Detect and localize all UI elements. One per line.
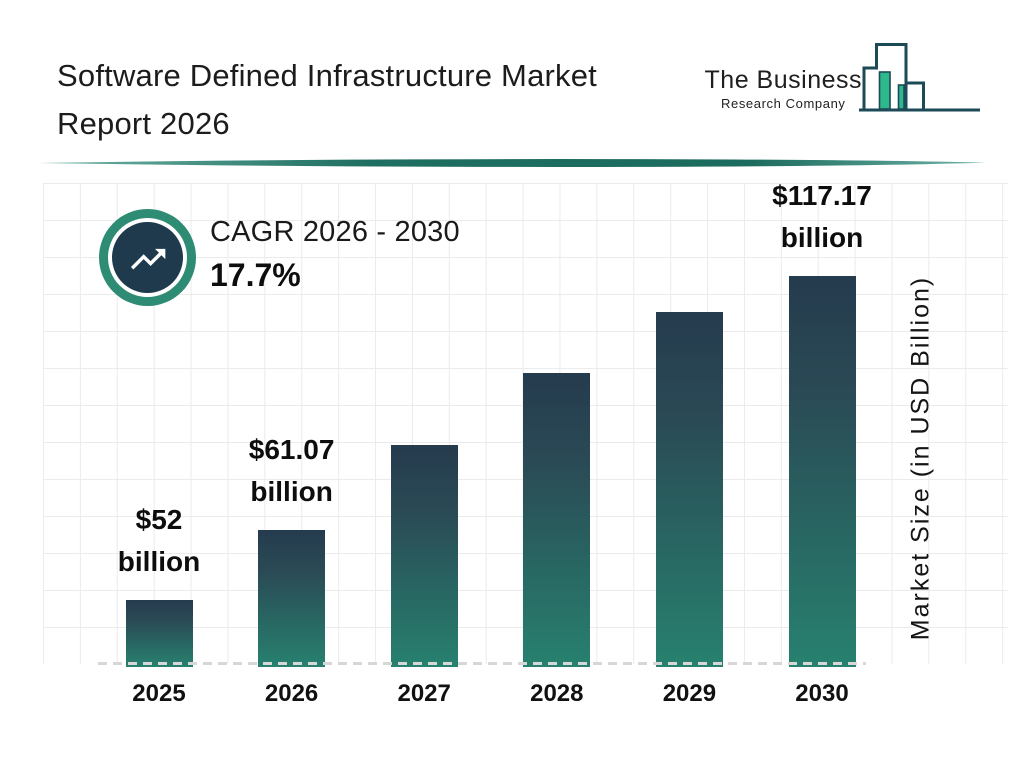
cagr-value: 17.7% <box>210 257 301 293</box>
cagr-badge-inner <box>112 222 183 293</box>
plot-area: $52 billion 2025 $61.07 billion 2026 2027 2028 2… <box>43 180 1008 707</box>
x-tick-2025: 2025 <box>132 680 186 707</box>
y-axis-label: Market Size (in USD Billion) <box>906 275 935 641</box>
bar-value-unit: billion <box>250 476 333 507</box>
trending-up-icon <box>130 248 165 269</box>
x-tick-2030: 2030 <box>795 680 849 707</box>
bar-value-amount: $61.07 <box>248 434 335 465</box>
bar-2028 <box>523 373 591 667</box>
cagr-badge <box>99 209 196 306</box>
bar-value-unit: billion <box>780 222 864 253</box>
bar-value-unit: billion <box>117 546 201 577</box>
bar-2030 <box>788 276 856 667</box>
bar-2029 <box>655 312 723 667</box>
cagr-annotation: CAGR 2026 - 2030 17.7% <box>210 216 460 294</box>
bar-value-amount: $52 <box>135 504 183 535</box>
page-title: Software Defined Infrastructure Market R… <box>57 52 597 148</box>
bar-2026 <box>258 530 326 667</box>
bar-2027 <box>390 445 458 667</box>
x-tick-2026: 2026 <box>264 680 319 707</box>
logo-text: The Business Research Company <box>705 66 862 111</box>
title-divider <box>38 159 986 167</box>
logo-subname: Research Company <box>721 96 846 111</box>
x-tick-2028: 2028 <box>530 680 584 707</box>
cagr-label: CAGR 2026 - 2030 <box>210 216 460 248</box>
page-title-line-1: Software Defined Infrastructure Market <box>57 58 597 93</box>
x-tick-2027: 2027 <box>397 680 451 707</box>
x-tick-2029: 2029 <box>662 680 717 707</box>
logo-name: The Business <box>704 66 862 94</box>
company-logo: The Business Research Company <box>705 36 995 118</box>
x-axis-baseline <box>98 662 866 665</box>
page-title-line-2: Report 2026 <box>57 106 230 141</box>
bar-2025 <box>125 600 193 667</box>
bar-value-amount: $117.17 <box>772 180 872 211</box>
skyline-chart-icon <box>859 43 980 112</box>
bar-value-label-2025: $52 billion <box>64 499 254 583</box>
bar-value-label-2026: $61.07 billion <box>197 429 387 513</box>
bar-value-label-2030: $117.17 billion <box>727 175 917 259</box>
